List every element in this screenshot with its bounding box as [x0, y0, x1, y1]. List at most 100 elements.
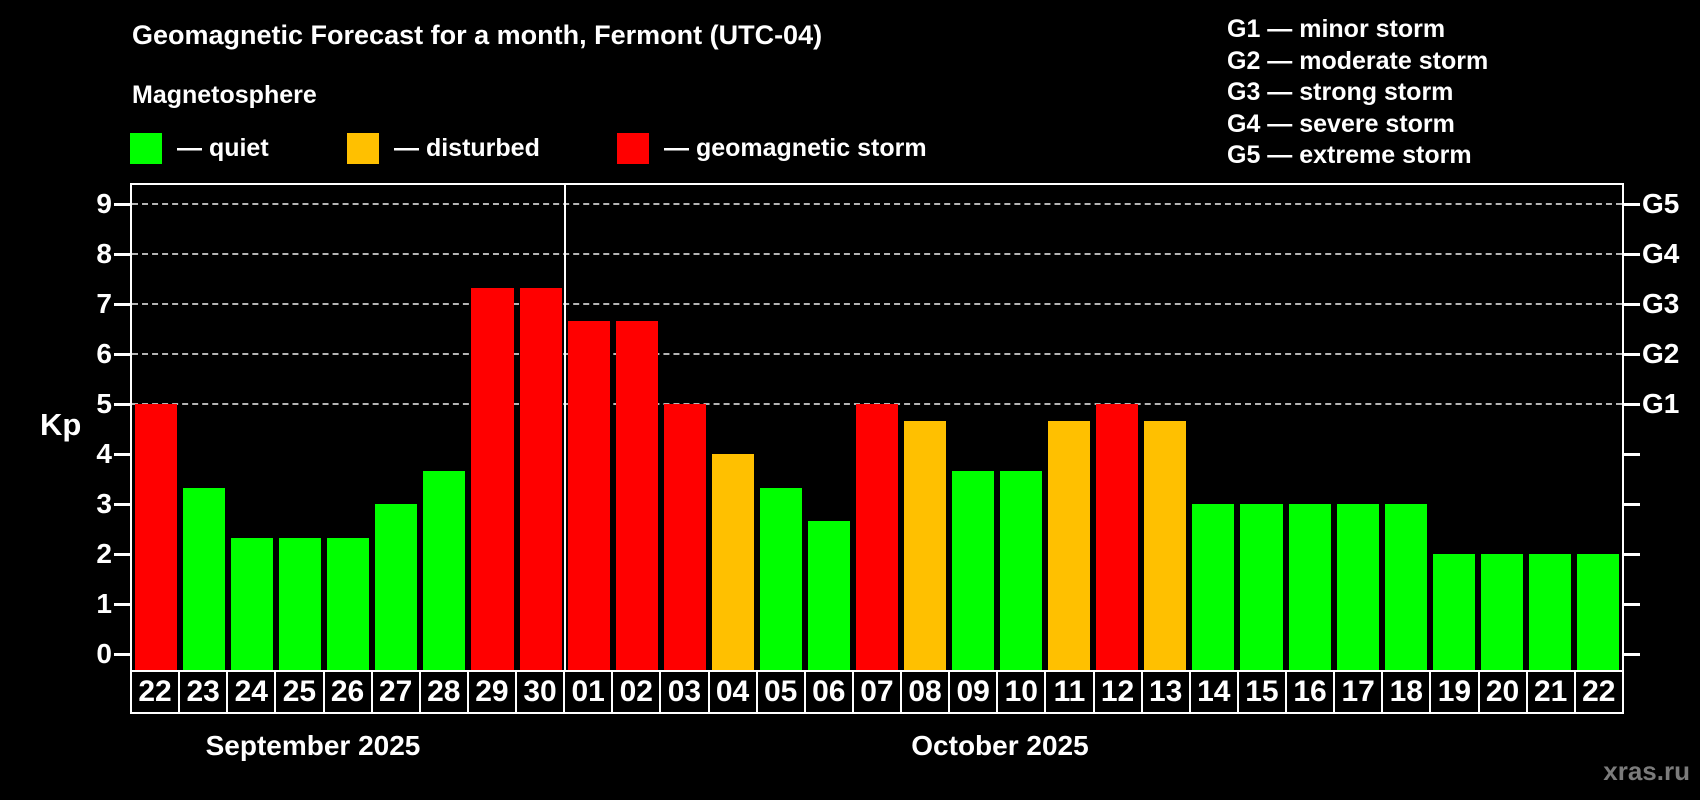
bar-october-22: [1576, 554, 1619, 670]
day-label-october-18: 18: [1381, 670, 1432, 714]
bar-october-07: [855, 404, 899, 670]
day-label-october-08: 08: [900, 670, 951, 714]
g-scale-label-g1: G1: [1642, 388, 1680, 419]
bar-october-04: [711, 454, 754, 670]
gscale-g2-line: G2 — moderate storm: [1227, 46, 1489, 75]
bar-september-24: [231, 537, 274, 670]
g-scale-label-g4: G4: [1642, 238, 1680, 269]
y-axis-tick-left-4: [114, 453, 130, 456]
bar-october-02: [615, 320, 658, 670]
y-tick-label-3: 3: [96, 488, 112, 519]
day-label-october-13: 13: [1140, 670, 1191, 714]
bar-september-26: [327, 537, 370, 670]
plot-area: 0 1 2 3 4 5 G1 6 G2 7 G3 8 G4 9 G5: [96, 183, 1679, 670]
month-label-october: October 2025: [911, 730, 1089, 761]
day-label-october-12: 12: [1092, 670, 1143, 714]
disturbed-color-swatch: [347, 132, 379, 164]
gscale-g5-line: G5 — extreme storm: [1227, 141, 1472, 169]
bar-september-28: [423, 470, 466, 670]
bar-october-20: [1480, 554, 1523, 670]
y-tick-label-9: 9: [96, 188, 112, 219]
bar-october-16: [1288, 504, 1331, 670]
day-label-october-01: 01: [563, 670, 614, 714]
day-label-september-30: 30: [515, 670, 566, 714]
y-axis-tick-right-5: [1624, 403, 1640, 406]
gridline-kp6: [132, 353, 1622, 355]
day-label-september-25: 25: [274, 670, 325, 714]
gridline-kp9: [132, 203, 1622, 205]
legend-item-storm: — geomagnetic storm: [617, 132, 927, 164]
month-separator-line: [563, 185, 566, 670]
y-axis-tick-right-2: [1624, 553, 1640, 556]
gscale-legend: G1 — minor storm G2 — moderate storm G3 …: [1227, 14, 1488, 172]
day-label-october-06: 06: [803, 670, 854, 714]
chart-subtitle: Magnetosphere: [132, 81, 317, 109]
month-label-september: September 2025: [205, 730, 421, 761]
bar-october-12: [1096, 404, 1139, 670]
day-label-september-26: 26: [322, 670, 373, 714]
y-axis-tick-right-1: [1624, 603, 1640, 606]
y-axis-tick-left-5: [114, 403, 130, 406]
y-axis-tick-right-4: [1624, 453, 1640, 456]
watermark: xras.ru: [1603, 756, 1690, 786]
bar-october-14: [1192, 504, 1235, 670]
disturbed-legend-label: — disturbed: [394, 133, 540, 162]
bar-september-25: [279, 537, 322, 670]
y-tick-label-8: 8: [96, 238, 112, 269]
y-axis-tick-left-6: [114, 353, 130, 356]
y-tick-label-0: 0: [96, 638, 112, 669]
y-axis-tick-right-0: [1624, 653, 1640, 656]
day-label-october-22: 22: [1573, 670, 1624, 714]
y-axis-tick-left-3: [114, 503, 130, 506]
y-axis-title: Kp: [40, 407, 82, 442]
gridline-kp7: [132, 303, 1622, 305]
day-label-october-21: 21: [1525, 670, 1576, 714]
storm-color-swatch: [617, 132, 649, 164]
bar-october-01: [567, 320, 610, 670]
day-label-september-28: 28: [418, 670, 469, 714]
bar-october-10: [1000, 470, 1043, 670]
day-label-october-16: 16: [1285, 670, 1336, 714]
day-label-october-09: 09: [948, 670, 999, 714]
day-label-september-29: 29: [466, 670, 517, 714]
y-axis-tick-left-9: [114, 203, 130, 206]
day-label-september-24: 24: [226, 670, 277, 714]
y-tick-label-1: 1: [96, 588, 112, 619]
bar-september-23: [183, 487, 226, 670]
gscale-g4-line: G4 — severe storm: [1227, 109, 1455, 138]
bar-october-15: [1240, 504, 1283, 670]
day-label-october-03: 03: [659, 670, 710, 714]
bar-september-27: [375, 504, 418, 670]
y-axis-tick-right-6: [1624, 353, 1640, 356]
day-label-october-02: 02: [611, 670, 662, 714]
bar-october-06: [807, 520, 850, 670]
g-scale-label-g3: G3: [1642, 288, 1680, 319]
y-tick-label-4: 4: [96, 438, 112, 469]
g-scale-label-g2: G2: [1642, 338, 1680, 369]
y-tick-label-2: 2: [96, 538, 112, 569]
y-axis-tick-right-8: [1624, 253, 1640, 256]
y-axis-tick-left-8: [114, 253, 130, 256]
bar-october-19: [1432, 554, 1475, 670]
bar-october-03: [663, 404, 706, 670]
x-axis-day-labels: 22 23 24 25 26 27 28 29 30 01 02 03 04 05 06 07 08 09 10 11…: [130, 670, 1624, 714]
bar-october-09: [952, 470, 995, 670]
y-axis-tick-left-7: [114, 303, 130, 306]
bar-october-21: [1528, 554, 1571, 670]
g-scale-label-g5: G5: [1642, 188, 1680, 219]
day-label-october-17: 17: [1333, 670, 1384, 714]
day-label-september-27: 27: [370, 670, 421, 714]
bar-october-11: [1048, 420, 1091, 670]
day-label-october-05: 05: [755, 670, 806, 714]
y-axis-tick-left-2: [114, 553, 130, 556]
bar-september-29: [471, 287, 514, 670]
day-label-october-10: 10: [996, 670, 1047, 714]
bar-september-30: [519, 287, 562, 670]
y-axis-tick-right-3: [1624, 503, 1640, 506]
quiet-color-swatch: [130, 132, 162, 164]
day-label-october-15: 15: [1236, 670, 1287, 714]
gridline-kp8: [132, 253, 1622, 255]
y-axis-tick-left-1: [114, 603, 130, 606]
quiet-legend-label: — quiet: [177, 133, 269, 162]
gscale-g1-line: G1 — minor storm: [1227, 15, 1446, 43]
